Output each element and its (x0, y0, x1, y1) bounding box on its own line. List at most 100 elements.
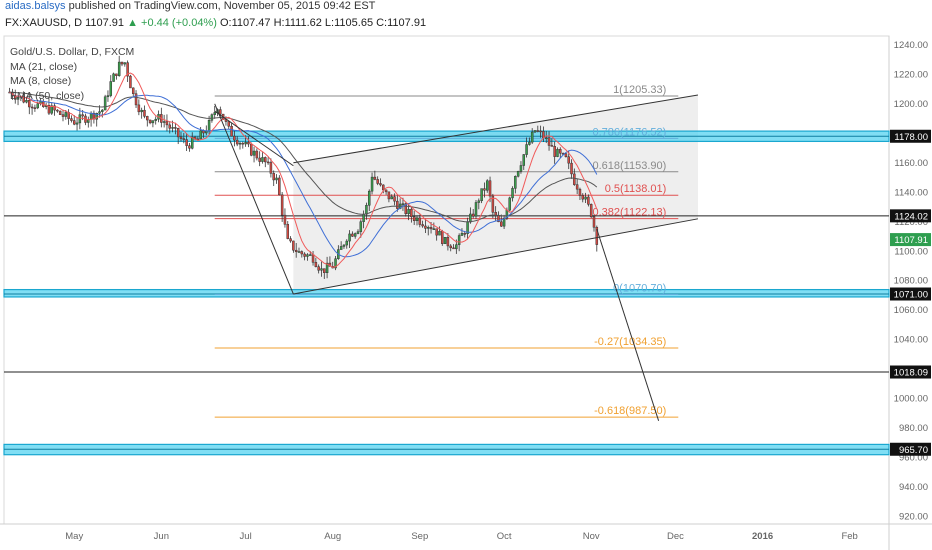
candle-body (289, 238, 292, 242)
candle-body (264, 157, 267, 163)
channel-fill (293, 94, 698, 295)
candle-body (261, 157, 264, 162)
legend-ema50[interactable]: EMA (50, close) (10, 89, 85, 102)
legend-ma21[interactable]: MA (21, close) (10, 60, 78, 73)
candle-body (500, 221, 503, 227)
candle-body (474, 202, 478, 217)
fib-level-label: -0.618(987.50) (594, 405, 666, 417)
candle-body (443, 237, 447, 244)
candle-body (390, 196, 393, 200)
candle-body (542, 131, 545, 139)
candle-body (252, 150, 256, 156)
candle-body (78, 114, 82, 124)
candle-body (485, 180, 489, 191)
candle-body (314, 262, 318, 267)
candle-body (356, 231, 360, 234)
ema50-line (9, 91, 598, 223)
candle-body (171, 127, 174, 129)
candle-body (407, 208, 410, 215)
candle-body (146, 116, 149, 121)
candle-body (533, 130, 537, 133)
candle-body (202, 130, 205, 134)
candle-body (477, 200, 481, 203)
candle-body (342, 244, 346, 247)
candle-body (101, 109, 104, 112)
x-tick-label: Nov (583, 531, 600, 542)
candle-body (117, 61, 121, 76)
channel-lower-line (293, 218, 699, 295)
candle-body (435, 228, 438, 236)
candle-body (151, 120, 155, 124)
candle-body (269, 162, 273, 174)
candle-body (393, 196, 396, 202)
line-price-tag-bg (890, 365, 931, 379)
ma8-line (9, 72, 598, 268)
zone-price-tag-bg (890, 129, 931, 143)
candle-body (449, 245, 452, 249)
candle-body (123, 62, 127, 65)
indicator-legend: Gold/U.S. Dollar, D, FXCM MA (21, close)… (10, 45, 134, 103)
ohlc-header: FX:XAUUSD, D 1107.91 ▲ +0.44 (+0.04%) O:… (5, 17, 426, 29)
candle-body (89, 112, 93, 120)
candle-body (134, 93, 138, 106)
x-tick-label: Sep (411, 531, 428, 542)
candle-body (70, 118, 73, 121)
author-link[interactable]: aidas.balsys (5, 0, 66, 12)
candle-body (441, 230, 444, 244)
candle-body (81, 114, 84, 117)
legend-ma8[interactable]: MA (8, close) (10, 75, 72, 87)
candle-body (564, 153, 568, 157)
candle-body (432, 228, 436, 230)
y-tick-label: 1040.00 (894, 335, 928, 346)
candle-body (460, 233, 464, 236)
candle-body (25, 99, 28, 103)
candle-body (227, 121, 231, 127)
candle-body (550, 145, 554, 147)
candle-body (351, 233, 354, 237)
candle-body (168, 124, 172, 129)
candle-body (559, 149, 562, 154)
candle-body (567, 156, 570, 164)
ma21-line (9, 91, 598, 258)
trend-line (214, 110, 294, 167)
candle-body (581, 195, 585, 200)
fib-level-label: 0.382(1122.13) (592, 207, 666, 219)
zone-price-tag: 1071.00 (894, 290, 928, 301)
legend-symbol[interactable]: Gold/U.S. Dollar, D, FXCM (10, 46, 135, 58)
candle-body (165, 121, 169, 126)
candle-body (72, 120, 76, 125)
candle-body (426, 227, 430, 229)
y-tick-label: 920.00 (899, 512, 928, 523)
candle-body (491, 195, 495, 213)
candle-body (28, 99, 31, 108)
candle-body (16, 97, 20, 100)
candle-body (64, 112, 68, 117)
candle-body (553, 146, 556, 157)
candle-body (367, 190, 371, 206)
candle-body (418, 217, 422, 225)
candle-body (323, 268, 326, 273)
candle-body (56, 109, 59, 112)
candle-body (410, 208, 413, 218)
candle-body (471, 213, 475, 217)
candle-body (401, 203, 405, 205)
candle-body (396, 200, 399, 209)
candle-body (278, 177, 281, 196)
candle-body (294, 249, 298, 252)
line-price-tag-bg (890, 209, 931, 223)
candle-body (311, 254, 315, 263)
line-price-tag: 1124.02 (894, 211, 928, 222)
candle-body (404, 203, 408, 215)
candle-body (241, 142, 245, 145)
candle-body (219, 109, 222, 115)
candle-body (297, 251, 301, 253)
candle-body (98, 111, 101, 114)
channel-upper-line (293, 94, 699, 164)
candle-body (185, 139, 188, 146)
candle-body (36, 103, 39, 109)
x-tick-label: Oct (497, 531, 512, 542)
candle-body (429, 227, 433, 230)
candle-body (592, 216, 596, 228)
candle-body (196, 138, 200, 141)
